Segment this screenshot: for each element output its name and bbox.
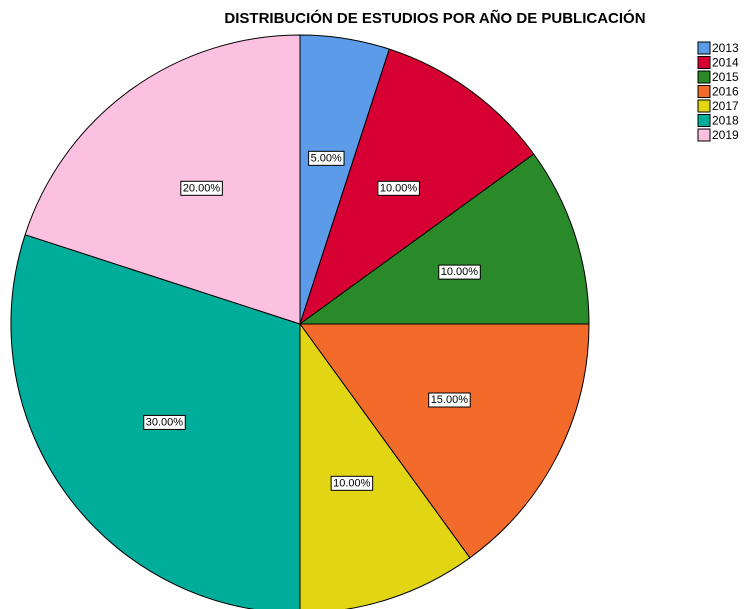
value-label-text: 10.00% [380,182,418,194]
value-label: 5.00% [308,150,345,166]
value-label: 10.00% [377,180,420,196]
value-label-box [180,180,223,196]
legend-label: 2018 [712,114,739,128]
value-label-text: 10.00% [333,477,371,489]
legend-swatch [697,41,711,55]
legend-label: 2019 [712,128,739,142]
value-label-text: 5.00% [311,152,342,164]
value-label: 10.00% [330,475,374,491]
value-label-box [377,180,420,196]
legend-swatch [697,70,711,84]
value-label-box [428,392,471,408]
value-label: 30.00% [143,414,186,430]
pie-slice [299,323,590,559]
value-label-text: 20.00% [183,182,221,194]
value-label-box [143,414,186,430]
legend-swatch [697,85,711,98]
pie-slice [298,153,590,325]
legend-swatch [697,56,711,69]
value-label-box [438,264,481,280]
chart-title: DISTRIBUCIÓN DE ESTUDIOS POR AÑO DE PUBL… [224,9,645,27]
value-label: 15.00% [428,392,471,408]
legend-swatch [697,114,711,127]
pie-slice [299,322,471,609]
legend-label: 2013 [712,41,739,55]
legend-label: 2015 [712,70,739,84]
value-label: 10.00% [438,264,481,280]
legend-label: 2016 [712,85,739,99]
pie-slice [24,34,301,325]
value-label-text: 30.00% [146,416,184,428]
value-label-text: 15.00% [431,394,469,406]
value-label-box [308,150,345,166]
value-label: 20.00% [180,180,223,196]
legend-label: 2014 [712,56,739,70]
legend-swatch [697,99,711,113]
value-label-box [330,475,374,491]
legend-swatch [697,128,711,142]
legend-label: 2017 [712,99,739,113]
value-label-text: 10.00% [441,266,479,278]
